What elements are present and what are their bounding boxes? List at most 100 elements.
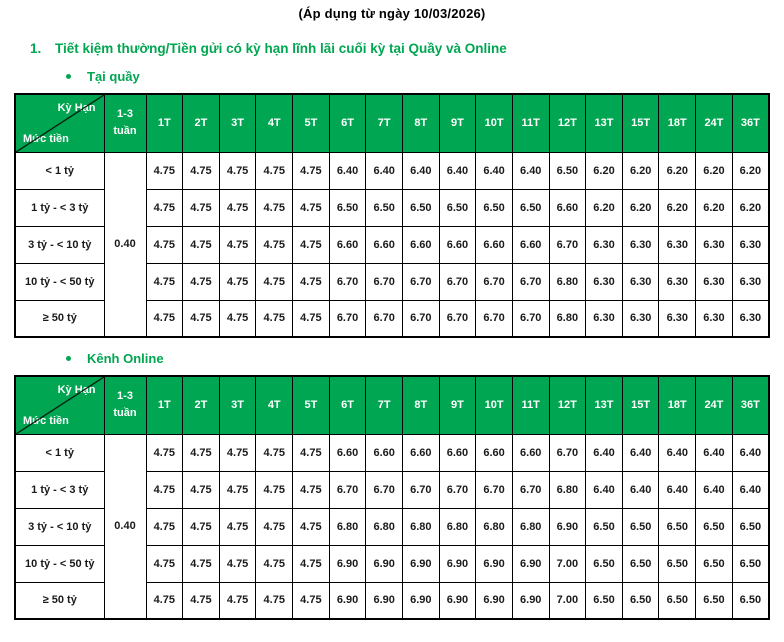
rate-cell: 6.90 xyxy=(511,544,550,583)
rate-cell: 4.75 xyxy=(182,188,220,227)
rate-cell: 6.40 xyxy=(438,151,477,190)
rate-cell: 6.40 xyxy=(511,151,550,190)
term-header-cell: 11T xyxy=(511,93,550,153)
table-row: 1 tỷ - < 3 tỷ 4.75 4.75 4.75 4.75 4.75 6.50 6.5… xyxy=(14,188,770,227)
table-row: 1 tỷ - < 3 tỷ 4.75 4.75 4.75 4.75 4.75 6.70 6.7… xyxy=(14,470,770,509)
term-header-cell: 5T xyxy=(292,375,330,435)
rate-cell: 4.75 xyxy=(182,581,220,620)
rate-cell: 4.75 xyxy=(292,581,330,620)
rate-cell: 6.90 xyxy=(475,544,513,583)
tier-label-cell: 3 tỷ - < 10 tỷ xyxy=(14,225,105,264)
rate-cell: 6.40 xyxy=(475,151,513,190)
online-rates-table: Kỳ Hạn Mức tiền 1-3 tuần 1T 2T 3T 4T 5T 6T 7T 8T 9T… xyxy=(14,375,770,620)
rate-cell: 6.40 xyxy=(621,433,660,472)
tier-label-cell: 10 tỷ - < 50 tỷ xyxy=(14,544,105,583)
section-title: Tiết kiệm thường/Tiền gửi có kỳ hạn lĩnh… xyxy=(55,41,507,56)
rate-cell: 6.30 xyxy=(658,262,697,301)
rate-cell: 4.75 xyxy=(145,507,184,546)
tier-label-cell: ≥ 50 tỷ xyxy=(14,581,105,620)
rate-cell: 4.75 xyxy=(292,433,330,472)
rate-cell: 6.60 xyxy=(511,433,550,472)
rate-cell: 6.60 xyxy=(401,225,440,264)
rate-cell: 6.90 xyxy=(511,581,550,620)
term-header-cell: 36T xyxy=(731,375,770,435)
corner-tier-label: Mức tiền xyxy=(23,132,69,145)
rate-cell: 6.40 xyxy=(585,470,623,509)
table-row: 10 tỷ - < 50 tỷ 4.75 4.75 4.75 4.75 4.75 6.90 6… xyxy=(14,544,770,583)
rate-cell: 6.60 xyxy=(365,433,403,472)
rate-cell: 6.50 xyxy=(585,507,623,546)
rate-cell: 6.70 xyxy=(328,262,367,301)
rate-cell: 6.50 xyxy=(658,581,697,620)
week-term-header-cell: 1-3 tuần xyxy=(103,93,147,153)
effective-date-title: (Áp dụng từ ngày 10/03/2026) xyxy=(298,6,486,21)
term-header-cell: 12T xyxy=(548,93,587,153)
rate-cell: 4.75 xyxy=(255,151,294,190)
table-row: ≥ 50 tỷ 4.75 4.75 4.75 4.75 4.75 6.90 6.90 6.90 6… xyxy=(14,581,770,620)
rate-cell: 6.50 xyxy=(695,507,733,546)
rate-cell: 6.30 xyxy=(585,225,623,264)
rate-cell: 6.70 xyxy=(438,470,477,509)
counter-rates-table: Kỳ Hạn Mức tiền 1-3 tuần 1T 2T 3T 4T 5T 6T 7T 8T 9T… xyxy=(14,93,770,338)
rate-cell: 6.20 xyxy=(621,188,660,227)
rate-cell: 4.75 xyxy=(218,581,257,620)
rate-cell: 6.40 xyxy=(658,470,697,509)
rate-cell: 6.70 xyxy=(511,299,550,338)
rate-cell: 4.75 xyxy=(292,507,330,546)
rate-cell: 6.30 xyxy=(731,225,770,264)
term-header-cell: 7T xyxy=(365,375,403,435)
term-header-cell: 24T xyxy=(695,375,733,435)
term-header-cell: 9T xyxy=(438,375,477,435)
rate-cell: 6.70 xyxy=(475,470,513,509)
term-header-cell: 10T xyxy=(475,375,513,435)
term-header-cell: 18T xyxy=(658,93,697,153)
rate-cell: 4.75 xyxy=(255,470,294,509)
rate-cell: 4.75 xyxy=(218,262,257,301)
rate-cell: 4.75 xyxy=(145,225,184,264)
rate-cell: 4.75 xyxy=(292,225,330,264)
rate-cell: 4.75 xyxy=(145,581,184,620)
rate-cell: 6.90 xyxy=(401,581,440,620)
rate-cell: 4.75 xyxy=(182,225,220,264)
rate-cell: 4.75 xyxy=(145,262,184,301)
table-row: < 1 tỷ 0.40 4.75 4.75 4.75 4.75 4.75 6.60 6.60 6.… xyxy=(14,433,770,620)
rate-cell: 6.20 xyxy=(585,151,623,190)
rate-cell: 4.75 xyxy=(255,507,294,546)
rate-cell: 6.90 xyxy=(548,507,587,546)
tier-label-cell: 10 tỷ - < 50 tỷ xyxy=(14,262,105,301)
rate-cell: 6.30 xyxy=(695,262,733,301)
rate-cell: 6.50 xyxy=(621,544,660,583)
rate-cell: 4.75 xyxy=(182,470,220,509)
rate-cell: 6.50 xyxy=(475,188,513,227)
rate-cell: 6.90 xyxy=(475,581,513,620)
rate-cell: 4.75 xyxy=(182,433,220,472)
rate-cell: 6.90 xyxy=(365,544,403,583)
rate-cell: 6.50 xyxy=(658,544,697,583)
rate-cell: 4.75 xyxy=(145,470,184,509)
rate-cell: 6.70 xyxy=(438,262,477,301)
rate-cell: 6.20 xyxy=(695,151,733,190)
table-bullet: Tại quầy xyxy=(66,69,784,84)
term-header-cell: 18T xyxy=(658,375,697,435)
rate-cell: 6.90 xyxy=(365,581,403,620)
rate-cell: 6.50 xyxy=(731,544,770,583)
rate-cell: 6.90 xyxy=(438,581,477,620)
rate-cell: 4.75 xyxy=(292,470,330,509)
rate-cell: 4.75 xyxy=(255,188,294,227)
rate-cell: 6.60 xyxy=(401,433,440,472)
rate-tables-container: Tại quầy Kỳ Hạn Mức tiền 1-3 tuần 1T 2T 3T 4T 5T… xyxy=(0,69,784,620)
rate-cell: 6.70 xyxy=(511,470,550,509)
term-header-cell: 1T xyxy=(145,93,184,153)
term-header-cell: 3T xyxy=(218,375,257,435)
rate-cell: 6.30 xyxy=(621,262,660,301)
rate-cell: 4.75 xyxy=(255,544,294,583)
term-header-cell: 5T xyxy=(292,93,330,153)
table-bullet-label: Tại quầy xyxy=(87,69,140,84)
bullet-icon xyxy=(66,74,71,79)
rate-cell: 6.60 xyxy=(328,225,367,264)
rate-cell: 6.30 xyxy=(731,299,770,338)
rate-cell: 4.75 xyxy=(255,225,294,264)
rate-cell: 6.70 xyxy=(401,470,440,509)
tier-label-cell: < 1 tỷ xyxy=(14,433,105,472)
rate-cell: 6.80 xyxy=(365,507,403,546)
